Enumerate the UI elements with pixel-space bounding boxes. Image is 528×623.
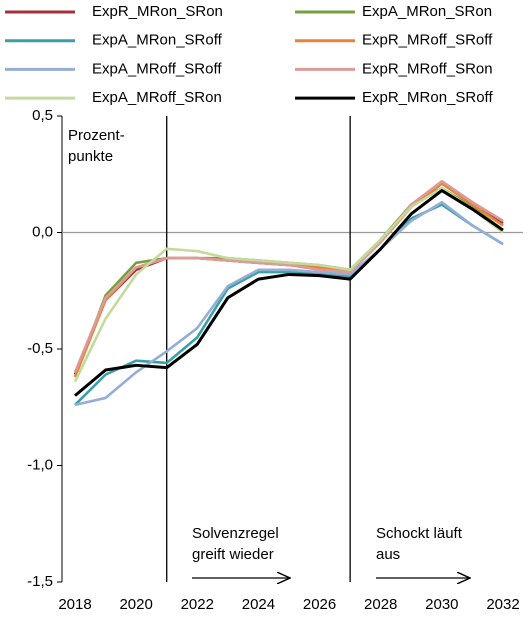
y-tick-label: -0,5 bbox=[27, 340, 53, 357]
annotation: punkte bbox=[68, 148, 113, 165]
series-line bbox=[73, 186, 504, 378]
legend-label: ExpR_MRon_SRoff bbox=[362, 89, 493, 106]
y-tick-label: -1,0 bbox=[27, 456, 53, 473]
annotation: Schockt läuft bbox=[376, 525, 463, 542]
x-tick-label: 2018 bbox=[58, 596, 91, 613]
x-tick-label: 2032 bbox=[486, 596, 519, 613]
x-tick-label: 2030 bbox=[425, 596, 458, 613]
series-line bbox=[74, 203, 504, 406]
series-line bbox=[74, 189, 504, 397]
x-tick-label: 2024 bbox=[242, 596, 275, 613]
annotation: greift wieder bbox=[192, 546, 274, 563]
legend-label: ExpR_MRon_SRon bbox=[92, 3, 223, 20]
annotation: aus bbox=[376, 546, 400, 563]
legend-label: ExpA_MRon_SRoff bbox=[92, 32, 223, 49]
y-tick-label: 0,5 bbox=[32, 107, 53, 124]
x-tick-label: 2026 bbox=[303, 596, 336, 613]
y-tick-label: -1,5 bbox=[27, 573, 53, 590]
x-tick-label: 2022 bbox=[181, 596, 214, 613]
x-tick-label: 2028 bbox=[364, 596, 397, 613]
legend-label: ExpA_MRoff_SRon bbox=[92, 89, 222, 106]
legend-label: ExpA_MRoff_SRoff bbox=[92, 60, 222, 77]
legend-label: ExpA_MRon_SRon bbox=[362, 3, 492, 20]
legend-label: ExpR_MRoff_SRoff bbox=[362, 32, 493, 49]
series-line bbox=[73, 179, 504, 373]
series-line bbox=[73, 186, 504, 383]
x-tick-label: 2020 bbox=[119, 596, 152, 613]
legend-label: ExpR_MRoff_SRon bbox=[362, 60, 493, 77]
y-tick-label: 0,0 bbox=[32, 223, 53, 240]
series-line bbox=[73, 182, 504, 376]
annotation: Prozent- bbox=[68, 127, 125, 144]
series-line bbox=[73, 182, 504, 378]
annotation: Solvenzregel bbox=[192, 525, 279, 542]
